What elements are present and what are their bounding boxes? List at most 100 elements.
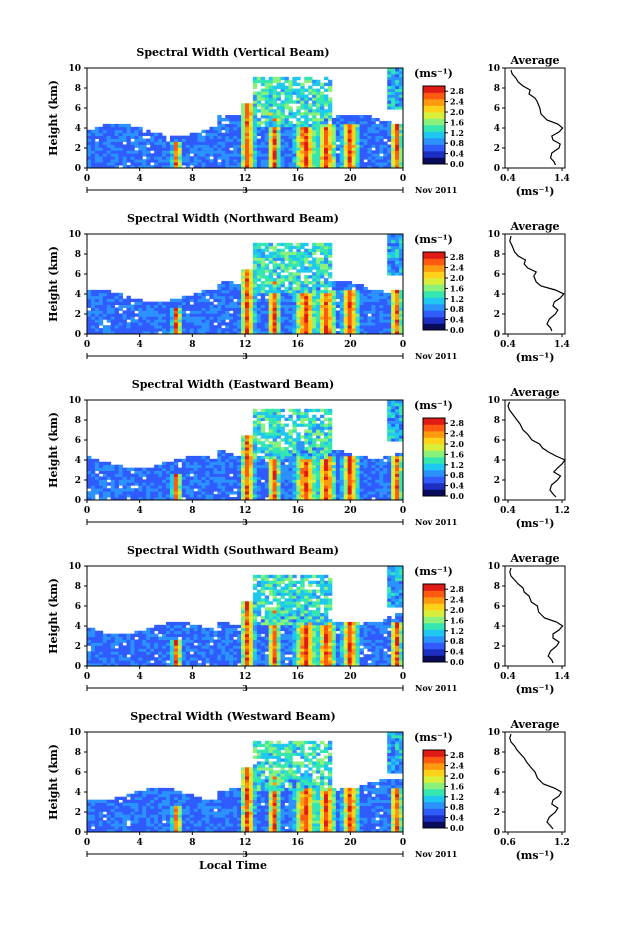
heatmap-cell <box>256 91 262 95</box>
heatmap-cell <box>225 284 230 288</box>
heatmap-cell <box>367 295 372 300</box>
heatmap-cell <box>339 458 345 463</box>
heatmap-cell <box>327 295 333 300</box>
heatmap-cell <box>177 301 183 305</box>
heatmap-cell <box>296 141 301 145</box>
heatmap-cell <box>276 153 281 157</box>
heatmap-cell <box>217 150 222 154</box>
heatmap-cell <box>225 482 230 486</box>
heatmap-cell <box>276 275 281 279</box>
heatmap-cell <box>331 129 337 134</box>
colorbar-segment <box>423 304 445 311</box>
heatmap-cell <box>331 473 337 477</box>
heatmap-cell <box>276 304 281 308</box>
heatmap-cell <box>284 497 289 501</box>
heatmap-cell <box>343 307 349 311</box>
heatmap-cell <box>292 482 297 486</box>
heatmap-cell <box>296 491 301 495</box>
heatmap-cell <box>114 636 119 640</box>
heatmap-cell <box>146 153 151 157</box>
heatmap-cell <box>276 476 281 480</box>
heatmap-cell <box>363 310 368 314</box>
heatmap-cell <box>296 497 301 501</box>
heatmap-cell <box>320 281 325 285</box>
heatmap-cell <box>209 482 214 486</box>
heatmap-cell <box>391 432 396 436</box>
heatmap-cell <box>304 76 309 81</box>
heatmap-cell <box>324 156 329 160</box>
heatmap-cell <box>118 138 123 142</box>
heatmap-cell <box>379 156 384 160</box>
heatmap-cell <box>276 310 281 314</box>
heatmap-cell <box>304 248 309 253</box>
heatmap-cell <box>90 473 96 477</box>
heatmap-cell <box>320 85 325 89</box>
heatmap-cell <box>292 295 297 300</box>
heatmap-cell <box>379 491 384 495</box>
heatmap-cell <box>256 423 262 427</box>
heatmap-cell <box>300 467 305 471</box>
heatmap-cell <box>106 153 112 157</box>
heatmap-cell <box>308 159 313 163</box>
heatmap-cell <box>126 657 131 661</box>
heatmap-cell <box>296 123 301 128</box>
heatmap-cell <box>114 135 119 139</box>
heatmap-cell <box>177 325 183 329</box>
heatmap-cell <box>221 467 226 471</box>
heatmap-cell <box>383 491 388 495</box>
heatmap-cell <box>276 97 281 101</box>
heatmap-cell <box>276 435 281 439</box>
heatmap-cell <box>300 126 305 131</box>
heatmap-cell <box>300 165 305 169</box>
heatmap-cell <box>280 331 285 335</box>
heatmap-cell <box>304 438 309 442</box>
heatmap-cell <box>292 467 297 471</box>
heatmap-cell <box>146 654 151 658</box>
heatmap-cell <box>395 236 400 241</box>
heatmap-cell <box>142 319 147 323</box>
heatmap-cell <box>126 633 131 637</box>
heatmap-cell <box>106 660 112 664</box>
heatmap-cell <box>154 316 159 320</box>
heatmap-cell <box>205 497 210 501</box>
heatmap-cell <box>327 307 333 311</box>
heatmap-cell <box>241 450 246 454</box>
heatmap-cell <box>177 162 183 166</box>
heatmap-cell <box>252 473 258 477</box>
heatmap-cell <box>241 112 246 116</box>
heatmap-cell <box>296 165 301 169</box>
heatmap-cell <box>197 295 202 300</box>
heatmap-cell <box>241 319 246 323</box>
heatmap-cell <box>146 331 151 335</box>
heatmap-cell <box>106 325 112 329</box>
heatmap-cell <box>351 322 356 326</box>
heatmap-cell <box>134 319 139 323</box>
heatmap-cell <box>264 106 270 110</box>
heatmap-cell <box>276 408 281 413</box>
heatmap-cell <box>387 438 392 442</box>
heatmap-cell <box>252 485 258 489</box>
heatmap-cell <box>256 289 262 294</box>
heatmap-cell <box>173 491 179 495</box>
heatmap-cell <box>248 455 254 460</box>
heatmap-cell <box>177 482 183 486</box>
heatmap-cell <box>158 316 163 320</box>
heatmap-cell <box>300 473 305 477</box>
heatmap-cell <box>169 325 175 329</box>
heatmap-cell <box>185 464 191 469</box>
heatmap-cell <box>233 165 238 169</box>
heatmap-cell <box>158 307 163 311</box>
heatmap-cell <box>256 482 262 486</box>
x-tick-label: 4 <box>137 174 143 184</box>
heatmap-cell <box>379 162 384 166</box>
heatmap-cell <box>118 639 123 643</box>
heatmap-cell <box>264 331 270 335</box>
heatmap-cell <box>181 138 187 142</box>
heatmap-cell <box>166 485 171 489</box>
heatmap-cell <box>347 286 353 291</box>
heatmap-cell <box>288 494 293 498</box>
heatmap-cell <box>260 473 266 477</box>
heatmap-cell <box>122 310 127 314</box>
heatmap-cell <box>312 304 317 308</box>
heatmap-cell <box>280 82 285 87</box>
